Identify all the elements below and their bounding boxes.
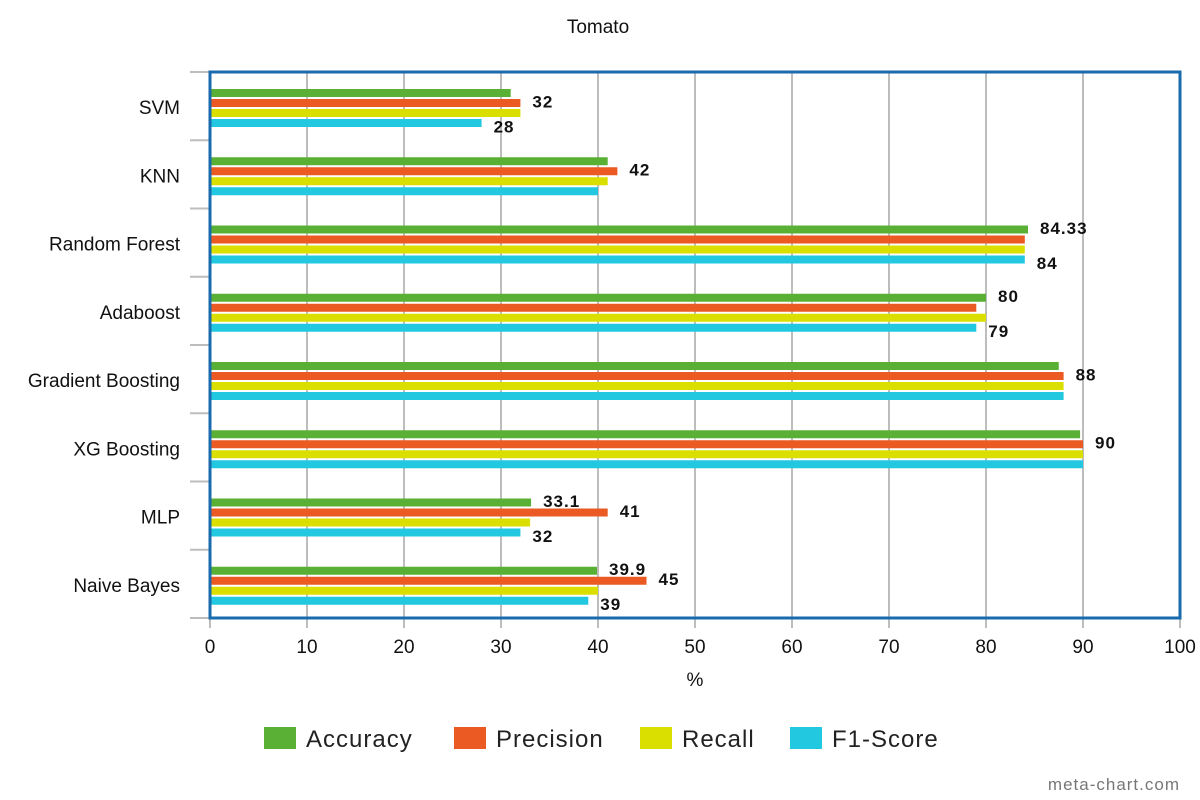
category-label: Naive Bayes xyxy=(73,576,180,597)
bar-f1-score[interactable] xyxy=(210,596,589,605)
bar-accuracy[interactable] xyxy=(210,430,1081,439)
data-label: 90 xyxy=(1095,434,1116,453)
grid-layer xyxy=(190,71,1181,628)
data-label: 84.33 xyxy=(1040,219,1088,238)
value-axis: 0 10 20 30 40 50 60 70 80 90 100 xyxy=(205,637,1196,658)
category-axis: SVM KNN Random Forest Adaboost Gradient Boos… xyxy=(28,98,181,597)
legend-swatch xyxy=(454,727,486,749)
category-label: KNN xyxy=(140,166,180,187)
chart-title: Tomato xyxy=(567,17,629,38)
bar-precision[interactable] xyxy=(210,440,1083,449)
bar-precision[interactable] xyxy=(210,303,977,312)
bar-accuracy[interactable] xyxy=(210,225,1029,234)
data-label: 39.9 xyxy=(609,560,646,579)
bar-f1-score[interactable] xyxy=(210,187,598,196)
tick-label: 60 xyxy=(781,637,802,658)
legend-item-precision[interactable]: Precision xyxy=(454,726,604,753)
data-label: 41 xyxy=(620,502,641,521)
legend-label: Precision xyxy=(496,726,604,753)
bar-recall[interactable] xyxy=(210,313,986,322)
bar-precision[interactable] xyxy=(210,235,1025,244)
category-label: XG Boosting xyxy=(73,439,180,460)
bar-f1-score[interactable] xyxy=(210,460,1083,469)
legend-swatch xyxy=(790,727,822,749)
tick-label: 50 xyxy=(684,637,705,658)
bar-recall[interactable] xyxy=(210,109,521,117)
data-labels: 32 28 42 84.33 84 80 79 88 90 33.1 41 32 39.9 45 39 xyxy=(494,92,1116,614)
bar-f1-score[interactable] xyxy=(210,323,977,332)
plot-frame xyxy=(208,70,1182,620)
legend-swatch xyxy=(640,727,672,749)
bar-f1-score[interactable] xyxy=(210,255,1025,264)
data-label: 88 xyxy=(1076,365,1097,384)
data-label: 84 xyxy=(1037,254,1058,273)
tick-label: 80 xyxy=(975,637,996,658)
bar-f1-score[interactable] xyxy=(210,528,521,537)
bar-accuracy[interactable] xyxy=(210,89,511,97)
x-axis-title: % xyxy=(687,670,704,691)
bar-accuracy[interactable] xyxy=(210,498,532,507)
tick-label: 40 xyxy=(587,637,608,658)
bars-layer xyxy=(210,89,1083,605)
legend-swatch xyxy=(264,727,296,749)
tick-label: 30 xyxy=(490,637,511,658)
legend-label: Accuracy xyxy=(306,726,413,753)
data-label: 79 xyxy=(988,322,1009,341)
legend-label: F1-Score xyxy=(832,726,939,753)
tick-label: 0 xyxy=(205,637,216,658)
tick-label: 20 xyxy=(393,637,414,658)
bar-f1-score[interactable] xyxy=(210,392,1064,400)
data-label: 42 xyxy=(629,161,650,180)
tick-label: 90 xyxy=(1072,637,1093,658)
category-label: Adaboost xyxy=(100,303,181,324)
tick-label: 10 xyxy=(296,637,317,658)
bar-precision[interactable] xyxy=(210,372,1064,380)
bar-accuracy[interactable] xyxy=(210,157,608,166)
tick-label: 70 xyxy=(878,637,899,658)
bar-precision[interactable] xyxy=(210,576,647,585)
bar-f1-score[interactable] xyxy=(210,119,482,127)
bar-recall[interactable] xyxy=(210,245,1025,254)
bar-precision[interactable] xyxy=(210,167,618,176)
data-label: 80 xyxy=(998,287,1019,306)
data-label: 33.1 xyxy=(543,492,580,511)
bar-recall[interactable] xyxy=(210,586,598,595)
legend-item-accuracy[interactable]: Accuracy xyxy=(264,726,413,753)
data-label: 45 xyxy=(659,570,680,589)
credit-text[interactable]: meta-chart.com xyxy=(1048,775,1180,794)
data-label: 39 xyxy=(600,595,621,614)
bar-accuracy[interactable] xyxy=(210,566,598,575)
bar-recall[interactable] xyxy=(210,518,531,527)
bar-accuracy[interactable] xyxy=(210,293,986,302)
legend[interactable]: Accuracy Precision Recall F1-Score xyxy=(264,726,939,753)
bar-precision[interactable] xyxy=(210,508,608,517)
category-label: Gradient Boosting xyxy=(28,371,180,392)
data-label: 32 xyxy=(532,92,553,111)
bar-accuracy[interactable] xyxy=(210,362,1059,370)
data-label: 28 xyxy=(494,117,515,136)
tick-label: 100 xyxy=(1164,637,1196,658)
data-label: 32 xyxy=(532,527,553,546)
bar-recall[interactable] xyxy=(210,450,1083,459)
category-label: Random Forest xyxy=(49,235,181,256)
bar-recall[interactable] xyxy=(210,382,1064,390)
bar-precision[interactable] xyxy=(210,99,521,107)
category-label: MLP xyxy=(141,508,180,529)
category-label: SVM xyxy=(139,98,180,119)
legend-label: Recall xyxy=(682,726,755,753)
legend-item-recall[interactable]: Recall xyxy=(640,726,755,753)
legend-item-f1-score[interactable]: F1-Score xyxy=(790,726,939,753)
plot-frame-layer xyxy=(208,70,1182,620)
bar-recall[interactable] xyxy=(210,177,608,186)
